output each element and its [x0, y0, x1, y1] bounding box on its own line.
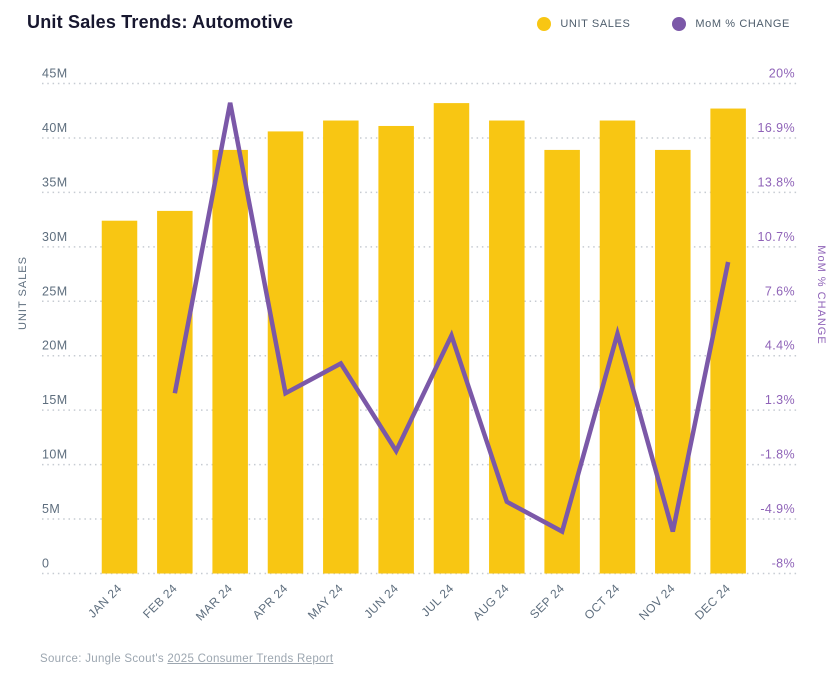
left-axis-tick-label: 5M	[42, 502, 60, 516]
source-link[interactable]: 2025 Consumer Trends Report	[167, 653, 334, 665]
x-axis-label: APR 24	[250, 581, 291, 622]
right-axis-tick-label: 7.6%	[765, 284, 795, 298]
bar-nov-24	[655, 149, 691, 574]
bar-may-24	[323, 120, 359, 574]
legend-label-unit-sales: UNIT SALES	[560, 18, 631, 30]
left-axis-title: UNIT SALES	[17, 256, 29, 330]
bar-apr-24	[267, 131, 304, 574]
unit-sales-swatch-icon	[537, 17, 552, 31]
right-axis-tick-label: 10.7%	[758, 230, 795, 244]
bar-jan-24	[101, 220, 138, 574]
bar-mar-24	[212, 149, 248, 574]
x-axis-label: JUL 24	[418, 581, 456, 619]
bar-jun-24	[378, 125, 414, 574]
x-axis-label: OCT 24	[581, 581, 622, 622]
x-axis-label: JAN 24	[85, 581, 124, 620]
source-prefix: Source: Jungle Scout's	[40, 653, 168, 665]
right-axis-tick-label: -8%	[772, 557, 795, 571]
bar-sep-24	[544, 149, 580, 574]
x-axis-label: JUN 24	[361, 581, 401, 621]
left-axis-tick-label: 25M	[42, 284, 68, 298]
x-axis-label: SEP 24	[527, 581, 567, 621]
legend: UNIT SALES MoM % CHANGE	[537, 17, 790, 31]
source-line: Source: Jungle Scout's 2025 Consumer Tre…	[40, 653, 333, 665]
left-axis-tick-label: 0	[42, 557, 49, 571]
bar-dec-24	[710, 108, 746, 574]
left-axis-tick-label: 35M	[42, 175, 68, 189]
x-axis-label: MAY 24	[305, 581, 346, 622]
left-axis-tick-label: 10M	[42, 448, 68, 462]
right-axis-tick-label: 1.3%	[765, 393, 795, 407]
right-axis-tick-label: -1.8%	[760, 448, 795, 462]
right-axis-title: MoM % CHANGE	[815, 245, 827, 344]
x-axis-label: NOV 24	[636, 581, 678, 623]
x-axis-label: FEB 24	[140, 581, 180, 621]
bar-aug-24	[489, 120, 525, 574]
right-axis-tick-label: 4.4%	[765, 339, 795, 353]
page-title: Unit Sales Trends: Automotive	[27, 12, 294, 32]
right-axis-tick-label: 20%	[769, 67, 795, 81]
mom-change-swatch-icon	[672, 17, 687, 31]
x-axis-label: DEC 24	[692, 581, 733, 622]
mom-change-line	[172, 102, 731, 535]
right-axis-tick-label: 13.8%	[758, 175, 795, 189]
left-axis-tick-label: 45M	[42, 67, 68, 81]
left-axis-tick-label: 30M	[42, 230, 68, 244]
right-axis-tick-label: 16.9%	[758, 121, 795, 135]
legend-item-mom-change: MoM % CHANGE	[672, 17, 790, 31]
left-axis-tick-label: 15M	[42, 393, 68, 407]
bar-oct-24	[599, 120, 636, 574]
legend-item-unit-sales: UNIT SALES	[537, 17, 630, 31]
legend-label-mom-change: MoM % CHANGE	[695, 18, 790, 30]
x-axis-label: MAR 24	[193, 581, 235, 623]
left-axis-tick-label: 20M	[42, 339, 68, 353]
x-axis-label: AUG 24	[470, 581, 512, 623]
right-axis-tick-label: -4.9%	[760, 502, 795, 516]
left-axis-tick-label: 40M	[42, 121, 68, 135]
